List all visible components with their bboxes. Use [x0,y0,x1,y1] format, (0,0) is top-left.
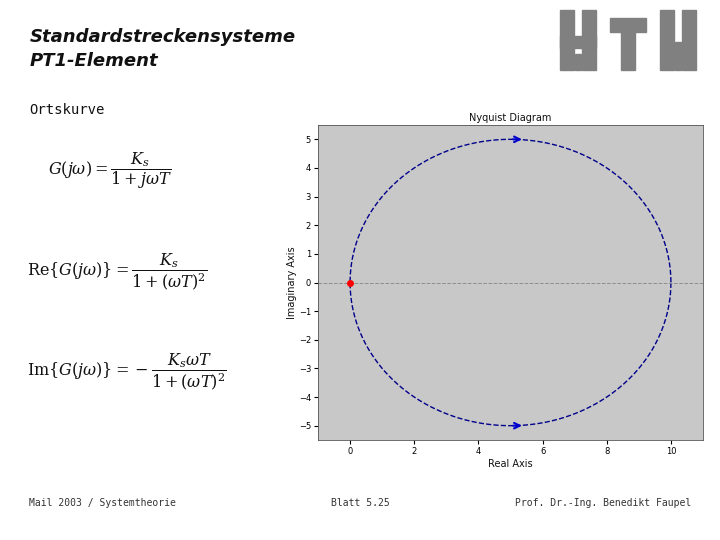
Bar [682,10,696,70]
Bar [621,32,635,70]
Text: Prof. Dr.-Ing. Benedikt Faupel: Prof. Dr.-Ing. Benedikt Faupel [515,497,691,508]
Bar [582,10,596,70]
Text: $\mathrm{Im}\left\{G(j\omega)\right\} = -\dfrac{K_s\omega T}{1+(\omega T)^2}$: $\mathrm{Im}\left\{G(j\omega)\right\} = … [27,352,227,393]
Text: Mail 2003 / Systemtheorie: Mail 2003 / Systemtheorie [29,497,176,508]
Bar [575,54,581,70]
Bar [660,10,674,70]
Bar [560,10,574,70]
Text: $\mathrm{Re}\left\{G(j\omega)\right\} = \dfrac{K_s}{1+(\omega T)^2}$: $\mathrm{Re}\left\{G(j\omega)\right\} = … [27,251,207,292]
Text: PT1-Element: PT1-Element [30,52,158,70]
Text: $G(j\omega) = \dfrac{K_s}{1+j\omega T}$: $G(j\omega) = \dfrac{K_s}{1+j\omega T}$ [48,150,171,191]
Text: Standardstreckensysteme: Standardstreckensysteme [30,28,296,46]
X-axis label: Real Axis: Real Axis [488,458,533,469]
Bar [610,18,646,32]
Text: Ortskurve: Ortskurve [29,103,104,117]
Text: Blatt 5.25: Blatt 5.25 [330,497,390,508]
Y-axis label: Imaginary Axis: Imaginary Axis [287,246,297,319]
Title: Nyquist Diagram: Nyquist Diagram [469,113,552,123]
Bar [560,36,596,48]
Bar [675,42,681,70]
